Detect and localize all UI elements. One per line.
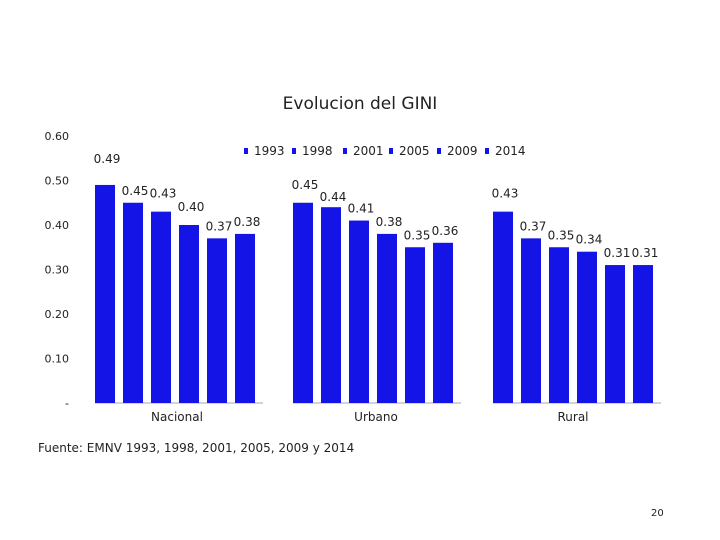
bar [521, 238, 541, 403]
bar [633, 265, 653, 403]
page-number: 20 [651, 508, 664, 519]
bar [207, 238, 227, 403]
bar [493, 211, 513, 403]
data-label: 0.49 [94, 152, 121, 166]
legend-swatch [437, 148, 441, 154]
legend-label: 2001 [353, 144, 384, 158]
data-label: 0.41 [348, 202, 375, 216]
data-label: 0.35 [404, 228, 431, 242]
y-tick-label: 0.30 [45, 264, 70, 277]
legend-swatch [292, 148, 296, 154]
data-label: 0.43 [150, 187, 177, 201]
data-label: 0.36 [432, 224, 459, 238]
y-tick-label: - [65, 397, 69, 410]
bar [349, 220, 369, 403]
y-tick-label: 0.10 [45, 353, 70, 366]
legend-label: 2009 [447, 144, 478, 158]
data-label: 0.35 [548, 228, 575, 242]
y-tick-label: 0.40 [45, 219, 70, 232]
category-label: Urbano [354, 410, 398, 424]
data-label: 0.31 [632, 246, 659, 260]
data-label: 0.44 [320, 190, 347, 204]
legend-label: 2005 [399, 144, 430, 158]
bar [405, 247, 425, 403]
bar [95, 184, 115, 403]
bar [577, 251, 597, 403]
data-label: 0.38 [234, 215, 261, 229]
y-tick-label: 0.60 [45, 130, 70, 143]
data-label: 0.37 [520, 219, 547, 233]
data-label: 0.43 [492, 187, 519, 201]
data-label: 0.37 [206, 219, 233, 233]
legend-label: 1993 [254, 144, 285, 158]
y-tick-label: 0.20 [45, 308, 70, 321]
bar [151, 211, 171, 403]
data-label: 0.31 [604, 246, 631, 260]
data-label: 0.38 [376, 215, 403, 229]
bar [235, 233, 255, 403]
bar [293, 202, 313, 403]
legend-swatch [389, 148, 393, 154]
data-label: 0.45 [292, 178, 319, 192]
bar [549, 247, 569, 403]
legend-label: 1998 [302, 144, 333, 158]
legend-swatch [485, 148, 489, 154]
bar [433, 242, 453, 403]
bar [123, 202, 143, 403]
data-label: 0.40 [178, 200, 205, 214]
data-label: 0.34 [576, 233, 603, 247]
source-note: Fuente: EMNV 1993, 1998, 2001, 2005, 200… [38, 441, 355, 455]
y-tick-label: 0.50 [45, 175, 70, 188]
chart-title: Evolucion del GINI [282, 94, 438, 114]
category-label: Nacional [151, 410, 203, 424]
bar [321, 207, 341, 403]
bar [179, 225, 199, 403]
bar [605, 265, 625, 403]
legend-swatch [343, 148, 347, 154]
category-label: Rural [557, 410, 588, 424]
data-label: 0.45 [122, 184, 149, 198]
bar [377, 233, 397, 403]
legend-label: 2014 [495, 144, 526, 158]
legend-swatch [244, 148, 248, 154]
